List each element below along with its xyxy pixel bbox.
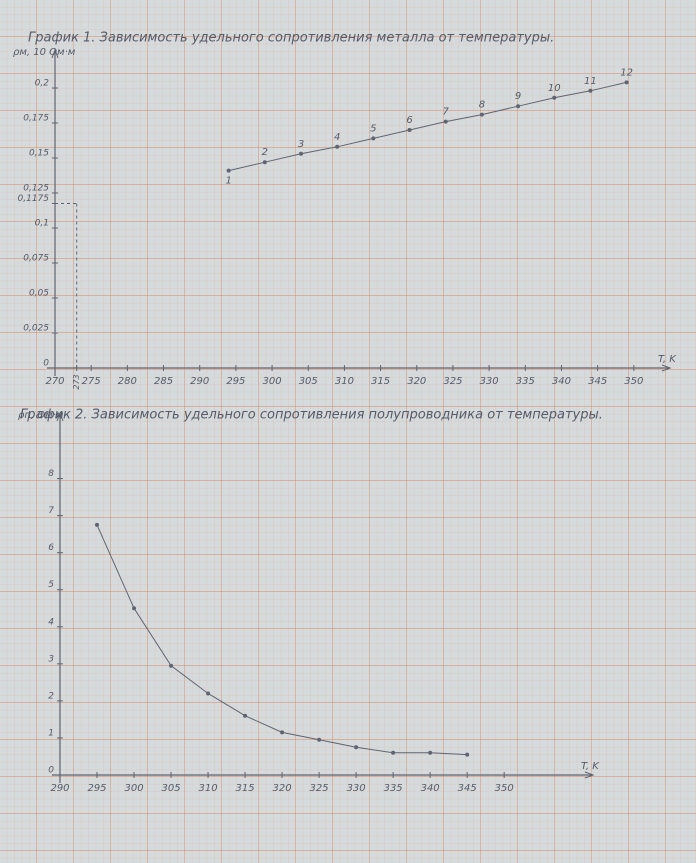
point-label: 10 xyxy=(548,83,561,94)
x-tick-label: 315 xyxy=(236,783,255,794)
data-point xyxy=(479,112,484,117)
y-tick-label: 0,2 xyxy=(35,79,50,89)
data-point xyxy=(280,730,285,735)
data-point xyxy=(588,88,593,93)
x-tick-label: 290 xyxy=(190,376,209,387)
data-point xyxy=(354,745,359,750)
x-tick-label: 320 xyxy=(273,783,292,794)
y-tick-label: 6 xyxy=(48,543,54,553)
data-line xyxy=(228,81,627,172)
x-tick-label: 325 xyxy=(310,783,329,794)
data-point xyxy=(465,752,470,757)
data-point xyxy=(262,160,267,165)
data-point xyxy=(552,95,557,100)
data-point xyxy=(317,737,322,742)
x-tick-label: 315 xyxy=(371,376,390,387)
y-tick-label: 0,15 xyxy=(29,149,49,159)
x-axis-label: T, K xyxy=(581,761,600,772)
x-tick-label: 340 xyxy=(421,783,440,794)
data-point xyxy=(391,750,396,755)
point-label: 7 xyxy=(443,107,450,118)
axis-arrow xyxy=(661,364,672,372)
x-tick-label: 300 xyxy=(263,376,282,387)
point-label: 12 xyxy=(620,67,633,78)
x-tick-label: 335 xyxy=(516,376,535,387)
x-tick-label: 345 xyxy=(588,376,607,387)
y-tick-label: 0,125 xyxy=(23,184,49,194)
y-tick-label: 0,1175 xyxy=(18,194,50,204)
x-tick-label: 325 xyxy=(443,376,462,387)
data-point xyxy=(407,128,412,132)
x-tick-label: 305 xyxy=(161,783,180,794)
y-tick-label: 0,1 xyxy=(35,219,49,229)
x-tick-label: 310 xyxy=(335,376,354,387)
y-tick-label: 5 xyxy=(48,580,54,590)
y-tick-label: 0,025 xyxy=(23,324,49,334)
x-tick-label: 275 xyxy=(82,376,101,387)
x-tick-label: 350 xyxy=(495,783,514,794)
x-tick-label: 285 xyxy=(154,376,173,387)
x-tick-label: 270 xyxy=(45,376,64,387)
y-tick-label: 7 xyxy=(48,506,54,516)
x-tick-label: 290 xyxy=(50,783,69,794)
data-point xyxy=(132,606,137,611)
data-point xyxy=(299,151,303,156)
y-tick-label: 1 xyxy=(48,728,54,738)
point-label: 2 xyxy=(262,147,268,158)
point-label: 9 xyxy=(515,91,521,102)
y-axis-label: ρм, 10 Ом·м xyxy=(13,47,76,58)
chart-title: График 1. Зависимость удельного сопротив… xyxy=(28,31,554,46)
data-point xyxy=(516,104,521,109)
point-label: 5 xyxy=(370,123,376,134)
x-tick-label: 295 xyxy=(87,783,106,794)
y-tick-label: 4 xyxy=(48,617,54,627)
y-axis-label: ρп, Ом·м xyxy=(18,410,64,421)
point-label: 6 xyxy=(406,115,412,126)
point-label: 4 xyxy=(334,132,340,143)
point-label: 11 xyxy=(584,76,597,87)
data-point xyxy=(95,522,100,527)
data-point xyxy=(169,663,174,668)
x-tick-label: 345 xyxy=(458,783,477,794)
x-tick-label: 340 xyxy=(552,376,571,387)
point-label: 3 xyxy=(298,139,304,150)
data-point xyxy=(335,144,340,149)
data-point xyxy=(428,750,433,755)
data-point xyxy=(371,136,376,141)
point-label: 8 xyxy=(479,100,485,111)
data-point xyxy=(206,691,211,696)
data-point xyxy=(624,80,629,85)
y-tick-label: 8 xyxy=(48,469,54,479)
axis-arrow xyxy=(584,771,595,779)
x-tick-label: 280 xyxy=(118,376,137,387)
x-axis-label: T, K xyxy=(658,354,677,365)
data-point xyxy=(226,168,231,173)
y-tick-label: 0,05 xyxy=(29,289,49,299)
axis-arrow xyxy=(51,48,59,59)
chart-title: График 2. Зависимость удельного сопротив… xyxy=(20,408,603,423)
x-tick-label: 335 xyxy=(384,783,403,794)
x-tick-label: 295 xyxy=(226,376,245,387)
x-tick-label: 350 xyxy=(624,376,643,387)
axis-arrow xyxy=(56,411,64,422)
x-tick-label: 310 xyxy=(199,783,218,794)
x-tick-label: 330 xyxy=(480,376,499,387)
point-label: 1 xyxy=(225,176,231,187)
data-point xyxy=(243,713,248,718)
data-point xyxy=(443,119,448,124)
x-tick-label: 300 xyxy=(124,783,143,794)
y-tick-label: 2 xyxy=(48,691,54,701)
y-tick-label: 0,075 xyxy=(23,254,49,264)
y-tick-label: 0,175 xyxy=(23,114,49,124)
x-tick-label: 273 xyxy=(72,374,81,389)
y-tick-label: 0 xyxy=(48,766,54,776)
x-tick-label: 330 xyxy=(347,783,366,794)
x-tick-label: 320 xyxy=(407,376,426,387)
y-tick-label: 0 xyxy=(43,359,49,369)
x-tick-label: 305 xyxy=(299,376,318,387)
y-tick-label: 3 xyxy=(48,654,54,664)
